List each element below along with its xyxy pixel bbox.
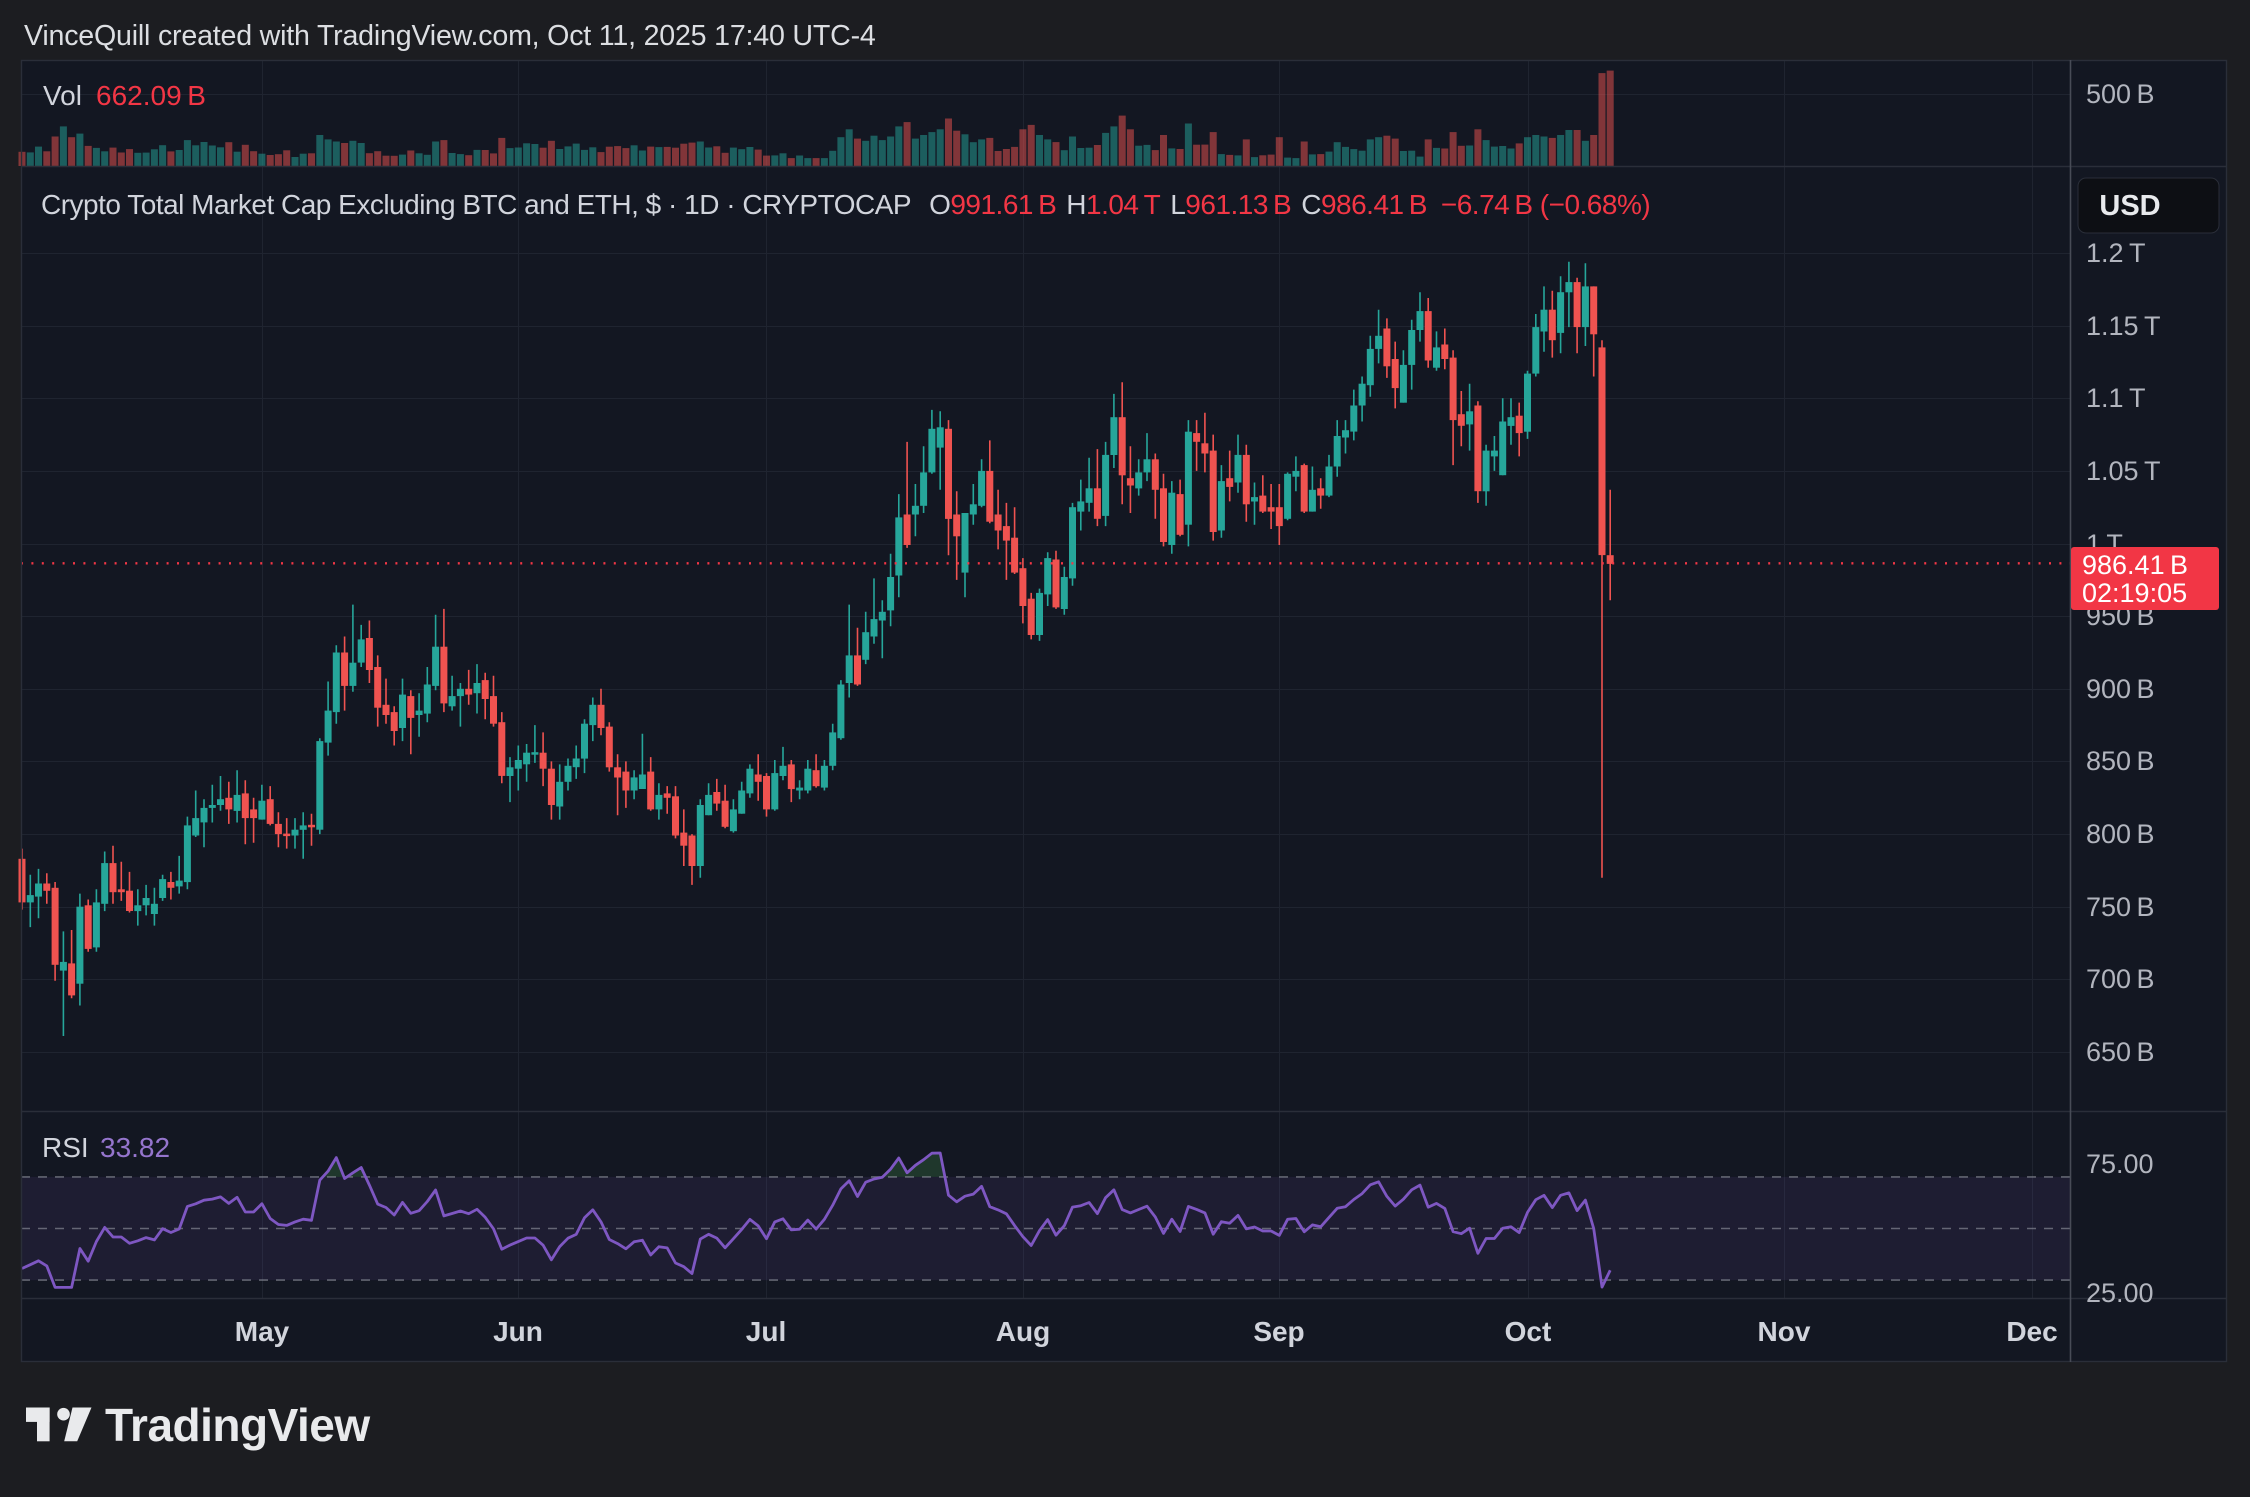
svg-text:Crypto Total Market Cap Exclud: Crypto Total Market Cap Excluding BTC an… bbox=[41, 189, 1650, 220]
svg-text:500 B: 500 B bbox=[2086, 79, 2154, 109]
svg-text:Jun: Jun bbox=[493, 1316, 543, 1347]
svg-text:75.00: 75.00 bbox=[2086, 1149, 2154, 1179]
svg-text:RSI: RSI bbox=[42, 1132, 89, 1163]
svg-text:25.00: 25.00 bbox=[2086, 1278, 2154, 1308]
svg-text:1.05 T: 1.05 T bbox=[2086, 456, 2160, 486]
svg-text:Jul: Jul bbox=[746, 1316, 786, 1347]
svg-text:Sep: Sep bbox=[1253, 1316, 1304, 1347]
svg-text:700 B: 700 B bbox=[2086, 964, 2154, 994]
svg-text:33.82: 33.82 bbox=[100, 1132, 170, 1163]
svg-text:650 B: 650 B bbox=[2086, 1037, 2154, 1067]
svg-text:TradingView: TradingView bbox=[105, 1399, 370, 1451]
svg-text:Vol: Vol bbox=[43, 80, 82, 111]
svg-text:900 B: 900 B bbox=[2086, 674, 2154, 704]
svg-text:USD: USD bbox=[2099, 190, 2160, 222]
svg-text:1.1 T: 1.1 T bbox=[2086, 383, 2145, 413]
svg-text:02:19:05: 02:19:05 bbox=[2082, 578, 2187, 608]
svg-text:1.2 T: 1.2 T bbox=[2086, 238, 2145, 268]
svg-text:May: May bbox=[235, 1316, 290, 1347]
svg-text:750 B: 750 B bbox=[2086, 892, 2154, 922]
svg-text:662.09 B: 662.09 B bbox=[96, 80, 206, 111]
svg-text:800 B: 800 B bbox=[2086, 819, 2154, 849]
svg-text:986.41 B: 986.41 B bbox=[2082, 550, 2188, 580]
svg-text:Nov: Nov bbox=[1758, 1316, 1811, 1347]
svg-text:Aug: Aug bbox=[996, 1316, 1050, 1347]
svg-text:850 B: 850 B bbox=[2086, 746, 2154, 776]
svg-text:1.15 T: 1.15 T bbox=[2086, 311, 2160, 341]
svg-text:Oct: Oct bbox=[1505, 1316, 1552, 1347]
svg-text:Dec: Dec bbox=[2006, 1316, 2057, 1347]
svg-text:VinceQuill created with Tradin: VinceQuill created with TradingView.com,… bbox=[24, 20, 876, 52]
